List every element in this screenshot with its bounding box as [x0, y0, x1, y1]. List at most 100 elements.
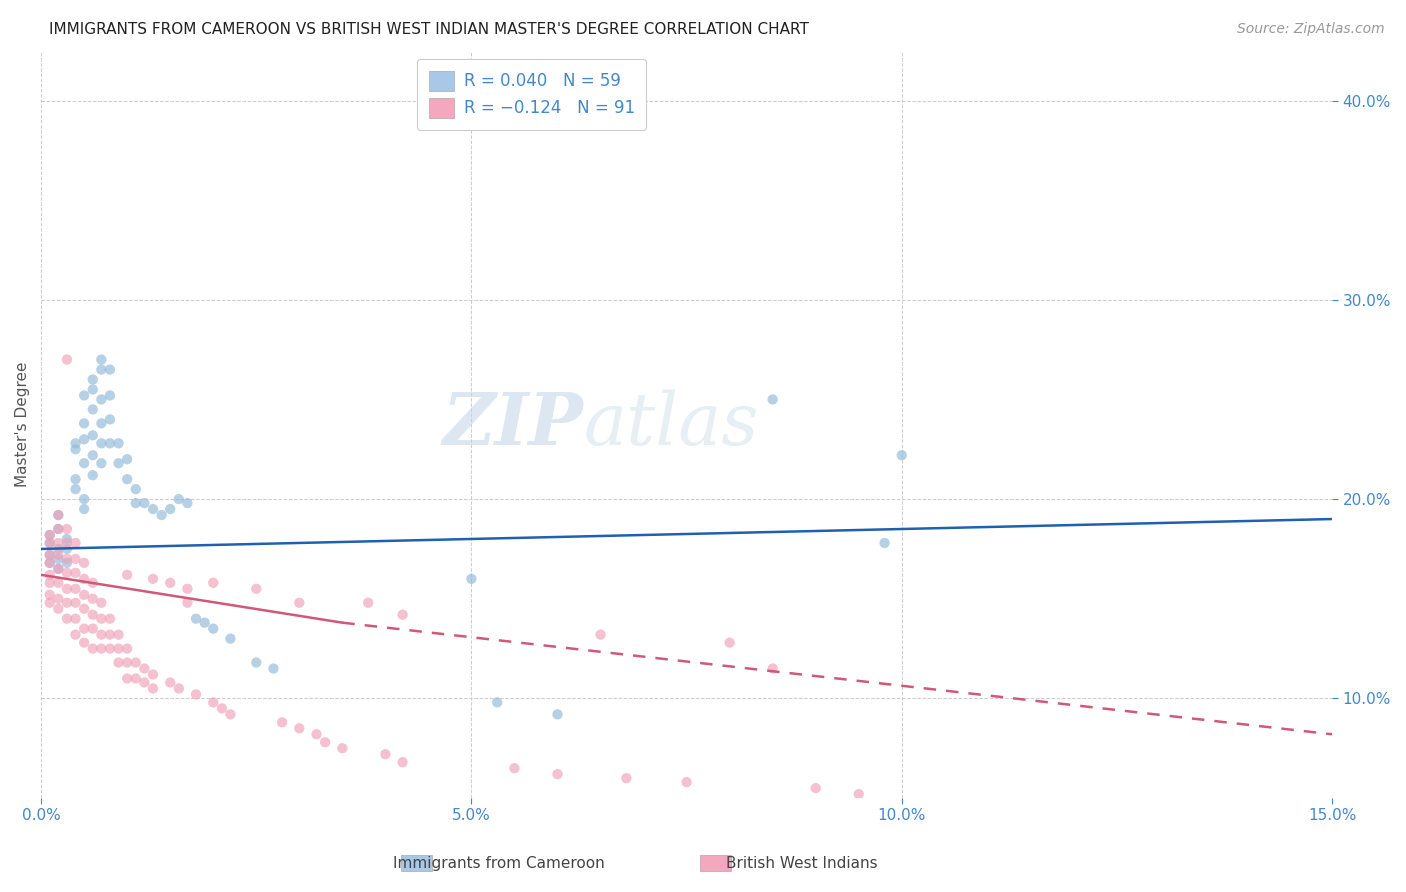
Point	[73, 572, 96, 586]
Point	[98, 362, 121, 376]
Point	[73, 622, 96, 636]
Point	[219, 707, 242, 722]
Point	[391, 607, 413, 622]
Point	[486, 695, 509, 709]
Point	[107, 456, 129, 470]
Point	[159, 502, 181, 516]
Point	[82, 622, 104, 636]
Point	[176, 596, 198, 610]
Point	[38, 536, 60, 550]
Point	[288, 721, 311, 735]
Point	[374, 747, 396, 762]
Point	[614, 771, 637, 785]
Point	[46, 562, 69, 576]
Point	[46, 548, 69, 562]
Point	[46, 601, 69, 615]
Point	[202, 575, 225, 590]
Point	[159, 675, 181, 690]
Point	[314, 735, 336, 749]
Point	[167, 681, 190, 696]
Point	[46, 508, 69, 522]
Point	[150, 508, 173, 522]
Point	[98, 612, 121, 626]
Text: British West Indians: British West Indians	[725, 856, 877, 871]
Point	[46, 508, 69, 522]
Point	[56, 552, 79, 566]
Point	[98, 388, 121, 402]
Point	[288, 596, 311, 610]
Text: Source: ZipAtlas.com: Source: ZipAtlas.com	[1237, 22, 1385, 37]
Point	[56, 532, 79, 546]
Point	[503, 761, 526, 775]
Point	[65, 442, 87, 457]
Point	[98, 412, 121, 426]
Point	[56, 556, 79, 570]
Point	[38, 567, 60, 582]
Point	[56, 596, 79, 610]
Point	[460, 572, 482, 586]
Point	[107, 656, 129, 670]
Point	[65, 596, 87, 610]
Point	[142, 681, 165, 696]
Point	[167, 492, 190, 507]
Point	[305, 727, 328, 741]
Point	[38, 588, 60, 602]
Point	[107, 641, 129, 656]
Point	[90, 612, 112, 626]
Point	[73, 433, 96, 447]
Point	[46, 522, 69, 536]
Point	[90, 417, 112, 431]
Point	[82, 641, 104, 656]
Point	[46, 522, 69, 536]
Point	[245, 656, 267, 670]
Point	[38, 548, 60, 562]
Point	[219, 632, 242, 646]
Point	[134, 496, 156, 510]
Point	[115, 672, 138, 686]
Point	[134, 675, 156, 690]
Point	[65, 552, 87, 566]
Point	[107, 627, 129, 641]
Point	[211, 701, 233, 715]
Point	[65, 482, 87, 496]
Point	[194, 615, 217, 630]
Point	[357, 596, 380, 610]
Text: ZIP: ZIP	[443, 389, 583, 460]
Point	[125, 672, 148, 686]
Point	[90, 352, 112, 367]
Point	[873, 536, 896, 550]
Point	[38, 528, 60, 542]
Point	[107, 436, 129, 450]
Point	[142, 572, 165, 586]
Point	[82, 607, 104, 622]
Point	[125, 482, 148, 496]
Point	[134, 661, 156, 675]
Point	[46, 575, 69, 590]
Point	[56, 352, 79, 367]
Point	[98, 627, 121, 641]
Point	[73, 417, 96, 431]
Text: atlas: atlas	[583, 389, 759, 459]
Point	[90, 456, 112, 470]
Point	[184, 612, 207, 626]
Point	[202, 695, 225, 709]
Point	[46, 562, 69, 576]
Text: IMMIGRANTS FROM CAMEROON VS BRITISH WEST INDIAN MASTER'S DEGREE CORRELATION CHAR: IMMIGRANTS FROM CAMEROON VS BRITISH WEST…	[49, 22, 808, 37]
Point	[56, 612, 79, 626]
Legend: R = 0.040   N = 59, R = −0.124   N = 91: R = 0.040 N = 59, R = −0.124 N = 91	[418, 59, 647, 129]
Point	[391, 755, 413, 769]
Point	[125, 496, 148, 510]
Point	[675, 775, 697, 789]
Y-axis label: Master's Degree: Master's Degree	[15, 361, 30, 487]
Point	[98, 641, 121, 656]
Point	[90, 627, 112, 641]
Point	[142, 667, 165, 681]
Point	[804, 781, 827, 796]
Point	[82, 383, 104, 397]
Point	[73, 588, 96, 602]
Point	[890, 448, 912, 462]
Point	[56, 522, 79, 536]
Point	[82, 448, 104, 462]
Point	[90, 596, 112, 610]
Point	[159, 575, 181, 590]
